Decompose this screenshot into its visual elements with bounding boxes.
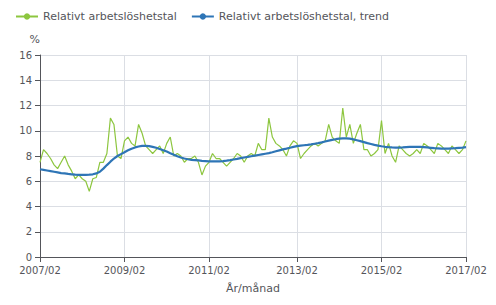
svg-text:8: 8 xyxy=(26,151,32,162)
svg-text:%: % xyxy=(30,33,40,46)
svg-text:2015/02: 2015/02 xyxy=(361,265,403,276)
svg-text:Relativt arbetslöshetstal, tre: Relativt arbetslöshetstal, trend xyxy=(219,10,389,23)
svg-text:0: 0 xyxy=(26,252,32,263)
svg-text:2011/02: 2011/02 xyxy=(188,265,230,276)
svg-text:År/månad: År/månad xyxy=(226,282,280,295)
svg-text:14: 14 xyxy=(19,75,32,86)
svg-text:12: 12 xyxy=(19,100,32,111)
svg-text:2: 2 xyxy=(26,226,32,237)
svg-text:2017/02: 2017/02 xyxy=(445,265,487,276)
svg-text:2009/02: 2009/02 xyxy=(104,265,146,276)
svg-text:6: 6 xyxy=(26,176,32,187)
svg-text:10: 10 xyxy=(19,125,32,136)
svg-text:2007/02: 2007/02 xyxy=(19,265,61,276)
svg-text:2013/02: 2013/02 xyxy=(276,265,318,276)
svg-text:16: 16 xyxy=(19,50,32,61)
svg-text:4: 4 xyxy=(26,201,32,212)
svg-text:Relativt arbetslöshetstal: Relativt arbetslöshetstal xyxy=(43,10,177,23)
